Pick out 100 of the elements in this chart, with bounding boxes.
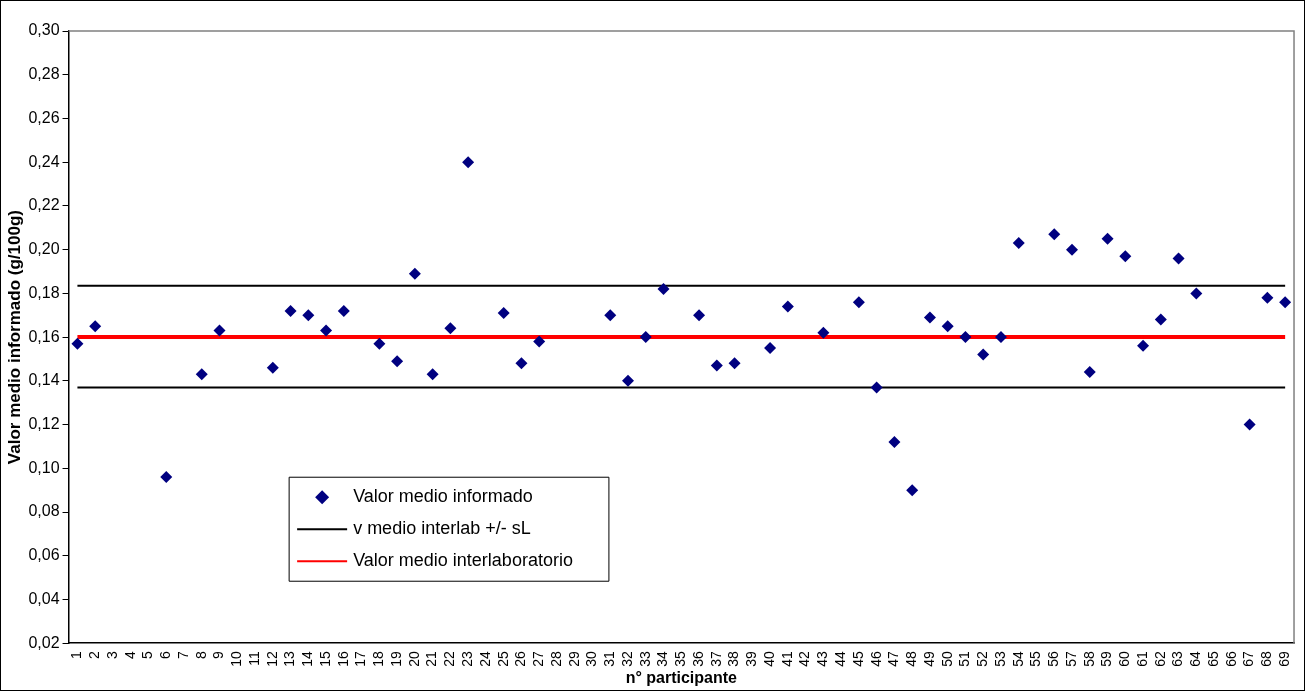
point [764,342,777,355]
point [888,436,901,449]
point [320,324,333,337]
x-tick-label: 66 [1222,651,1239,667]
point [959,331,972,344]
x-tick-label: 25 [494,651,511,667]
x-tick-label: 11 [245,651,262,666]
x-tick-label: 63 [1169,651,1186,667]
point [994,331,1007,344]
y-tick-label: 0,16 [28,327,60,345]
point [622,374,634,387]
x-tick-label: 8 [192,651,209,660]
x-tick-label: 27 [530,651,547,667]
x-tick-label: 44 [831,651,848,667]
x-tick-label: 4 [121,651,138,660]
point [515,357,528,370]
x-tick-label: 38 [725,651,742,667]
point [213,324,226,337]
x-tick-label: 15 [316,651,333,667]
x-tick-label: 29 [565,651,582,667]
x-tick-label: 21 [423,651,440,667]
x-tick-label: 35 [672,651,689,667]
x-tick-label: 12 [263,651,280,667]
x-tick-label: 24 [476,651,493,667]
point [89,320,102,333]
y-tick-label: 0,30 [28,21,60,39]
point [1243,418,1256,431]
x-tick-label: 43 [814,651,831,667]
y-tick-label: 0,20 [28,240,60,258]
x-tick-label: 50 [938,651,955,667]
x-tick-label: 33 [636,651,653,667]
y-tick-label: 0,10 [28,458,60,476]
y-tick-label: 0,28 [28,65,60,83]
x-tick-label: 48 [903,651,920,667]
point [1137,339,1150,352]
x-tick-label: 64 [1187,651,1204,667]
point [852,296,865,309]
x-tick-label: 58 [1080,651,1097,667]
point [710,359,723,372]
x-tick-label: 22 [441,651,458,667]
point [408,267,421,280]
point [1261,291,1274,304]
x-tick-label: 36 [689,651,706,667]
x-tick-label: 6 [157,651,174,660]
x-tick-label: 68 [1258,651,1275,667]
point [284,304,297,317]
x-tick-label: 41 [778,651,795,667]
x-tick-label: 61 [1133,651,1150,667]
y-tick-label: 0,26 [28,108,60,126]
point [1101,232,1114,245]
point [1048,228,1061,241]
x-tick-label: 51 [956,651,973,667]
y-tick-label: 0,12 [28,414,60,432]
x-tick-label: 45 [849,651,866,667]
y-tick-label: 0,24 [28,152,60,170]
point [71,337,84,350]
x-tick-label: 30 [583,651,600,667]
point [817,326,830,339]
point [1190,287,1203,300]
x-tick-label: 52 [974,651,991,667]
point [497,307,510,320]
x-tick-label: 14 [299,651,316,667]
x-tick-label: 59 [1098,651,1115,667]
point [426,368,439,381]
x-tick-label: 10 [228,651,245,667]
point [1154,313,1167,326]
point [657,283,670,296]
y-tick-label: 0,22 [28,196,60,214]
point [1083,366,1096,379]
x-tick-label: 28 [547,651,564,667]
x-tick-label: 60 [1116,651,1133,667]
y-tick-label: 0,14 [28,371,60,389]
legend-label: Valor medio interlaboratorio [353,550,573,571]
x-tick-label: 39 [743,651,760,667]
x-tick-label: 26 [512,651,529,667]
point [462,156,475,169]
point [1279,296,1292,309]
point [533,335,546,348]
x-axis-title: n° participante [625,668,738,686]
x-tick-label: 46 [867,651,884,667]
x-tick-label: 2 [86,651,103,660]
legend-label: Valor medio informado [353,486,533,507]
x-tick-label: 19 [387,651,404,667]
x-tick-label: 56 [1045,651,1062,667]
x-tick-label: 13 [281,651,298,667]
x-tick-label: 16 [334,651,351,667]
x-tick-label: 53 [991,651,1008,667]
x-tick-label: 47 [885,651,902,667]
x-tick-label: 3 [103,651,120,660]
x-tick-label: 9 [210,651,227,660]
point [923,311,936,324]
x-tick-label: 54 [1009,651,1026,667]
point [870,381,883,394]
point [906,484,919,497]
point [1012,237,1025,250]
point [604,309,617,322]
y-tick-label: 0,04 [28,589,60,607]
point [639,331,652,344]
x-tick-label: 67 [1240,651,1257,667]
point [337,304,350,317]
